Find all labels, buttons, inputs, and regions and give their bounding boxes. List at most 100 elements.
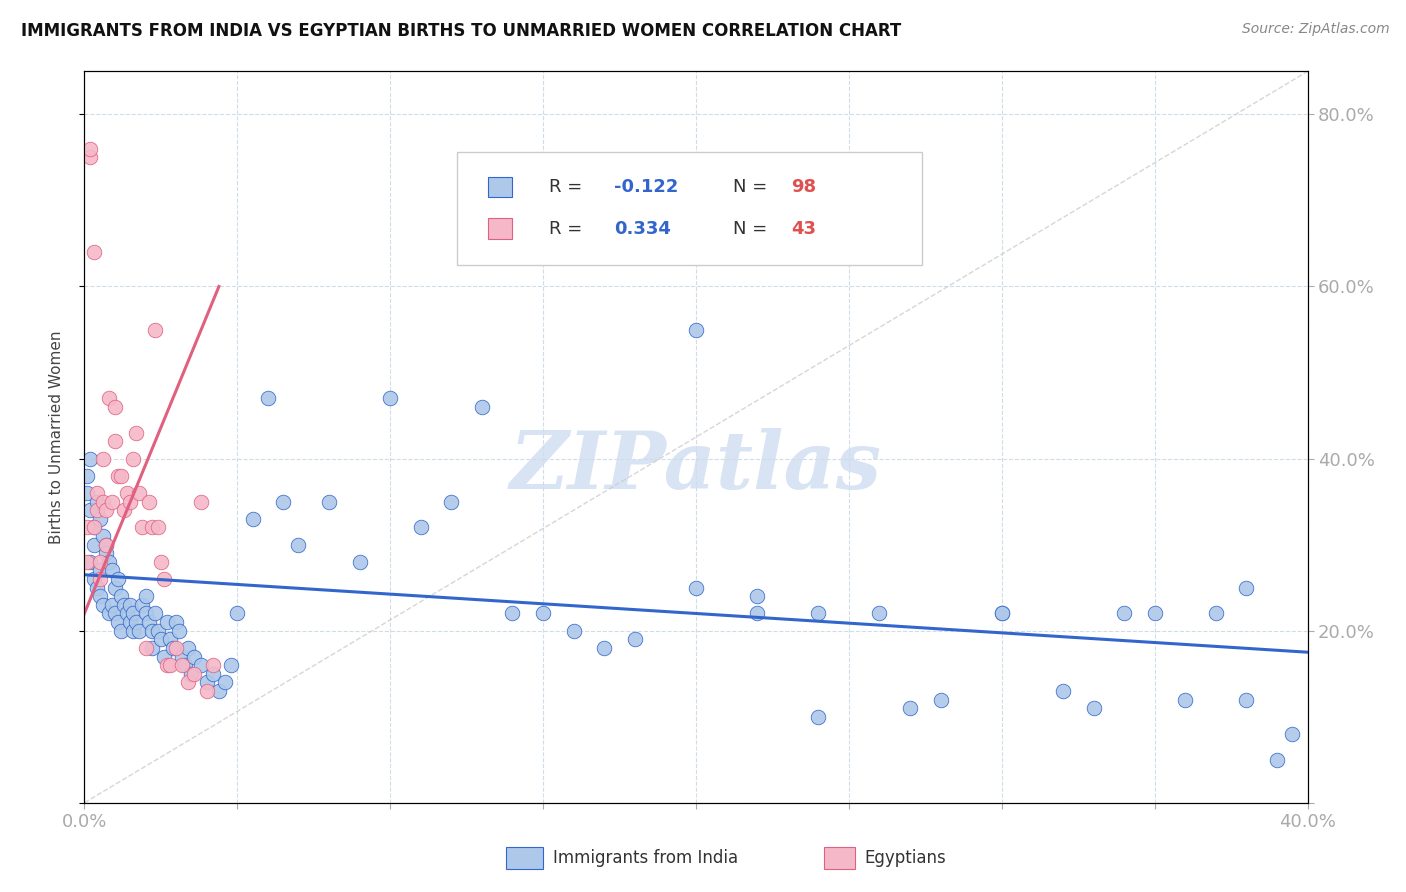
Point [104, 607, 127, 621]
Point [122, 451, 145, 466]
Point [1143, 607, 1166, 621]
Point [86, 494, 108, 508]
Point [120, 598, 142, 612]
Text: Immigrants from India: Immigrants from India [553, 848, 738, 867]
Point [89, 589, 111, 603]
Point [149, 555, 172, 569]
Point [79, 555, 101, 569]
Point [153, 649, 176, 664]
Point [201, 666, 224, 681]
Point [380, 392, 402, 406]
Point [562, 624, 585, 638]
Y-axis label: Births to Unmarried Women: Births to Unmarried Women [49, 330, 63, 544]
Point [471, 400, 494, 414]
Point [898, 701, 921, 715]
Point [1083, 701, 1105, 715]
Point [1114, 607, 1136, 621]
Point [120, 615, 142, 629]
Point [79, 142, 101, 156]
Point [104, 400, 127, 414]
Point [76, 486, 98, 500]
Point [143, 607, 166, 621]
Point [104, 434, 127, 449]
Point [190, 494, 212, 508]
Point [141, 624, 163, 638]
Point [271, 494, 294, 508]
Text: N =: N = [733, 219, 773, 237]
Point [107, 615, 129, 629]
Point [1052, 684, 1074, 698]
Point [624, 632, 647, 647]
Point [177, 640, 200, 655]
Point [125, 425, 148, 440]
Point [180, 666, 202, 681]
Point [91, 598, 114, 612]
Point [807, 607, 830, 621]
Point [349, 555, 371, 569]
Point [1236, 692, 1258, 706]
Point [195, 684, 218, 698]
Text: 98: 98 [792, 178, 817, 196]
Point [1281, 727, 1303, 741]
Point [76, 555, 98, 569]
Point [172, 658, 194, 673]
Point [287, 538, 309, 552]
Point [149, 632, 172, 647]
Bar [506, 847, 543, 869]
Point [159, 658, 181, 673]
Point [101, 494, 124, 508]
Point [929, 692, 952, 706]
Text: R =: R = [550, 219, 588, 237]
Point [128, 486, 150, 500]
Point [219, 658, 242, 673]
Point [107, 468, 129, 483]
Point [1265, 753, 1288, 767]
Text: N =: N = [733, 178, 773, 196]
Point [101, 598, 124, 612]
Point [162, 640, 184, 655]
Point [110, 468, 132, 483]
Point [226, 607, 249, 621]
Point [115, 486, 138, 500]
Text: -0.122: -0.122 [614, 178, 678, 196]
Point [83, 538, 105, 552]
Text: ZIPatlas: ZIPatlas [510, 427, 882, 505]
Point [94, 538, 117, 552]
Point [201, 658, 224, 673]
Text: Source: ZipAtlas.com: Source: ZipAtlas.com [1241, 22, 1389, 37]
Point [146, 624, 169, 638]
Point [242, 512, 264, 526]
Point [440, 494, 463, 508]
Point [86, 503, 108, 517]
Point [159, 632, 181, 647]
Text: Egyptians: Egyptians [865, 848, 946, 867]
Point [131, 598, 153, 612]
Point [138, 615, 160, 629]
Point [183, 666, 205, 681]
Point [120, 494, 142, 508]
Point [1205, 607, 1227, 621]
Point [208, 684, 231, 698]
Point [91, 494, 114, 508]
Point [122, 624, 145, 638]
Point [593, 640, 616, 655]
FancyBboxPatch shape [457, 152, 922, 265]
Point [89, 555, 111, 569]
Bar [488, 177, 512, 197]
Point [747, 607, 769, 621]
Point [143, 322, 166, 336]
Point [257, 392, 280, 406]
Point [991, 607, 1014, 621]
Point [97, 392, 120, 406]
Point [76, 468, 98, 483]
Point [183, 649, 205, 664]
Point [174, 658, 197, 673]
Point [104, 581, 127, 595]
Point [89, 572, 111, 586]
Point [101, 564, 124, 578]
Point [318, 494, 340, 508]
Point [685, 322, 707, 336]
Point [172, 649, 194, 664]
Point [83, 245, 105, 260]
Point [131, 520, 153, 534]
